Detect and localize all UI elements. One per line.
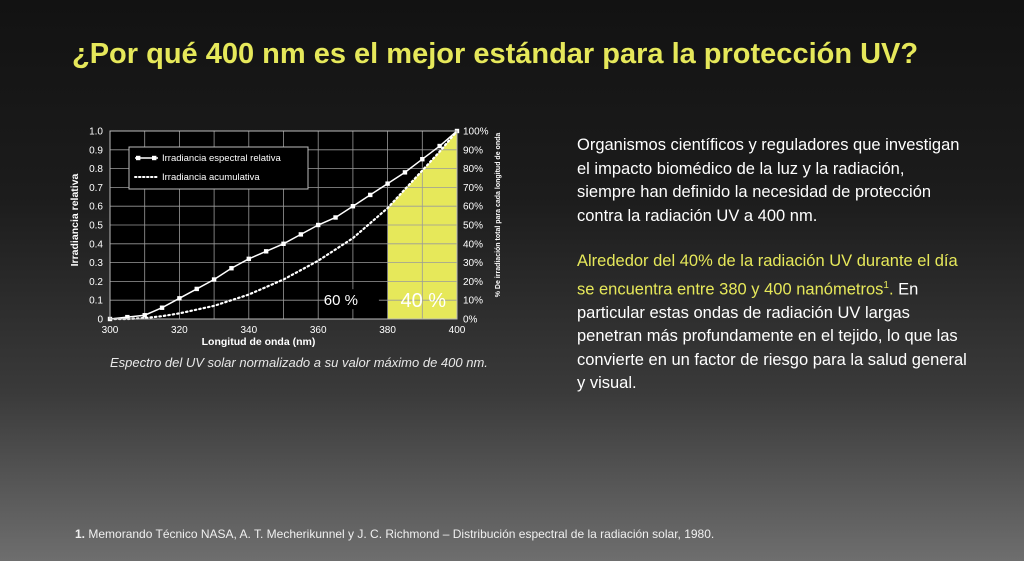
y-axis-title: Irradiancia relativa (69, 173, 81, 266)
y2-tick-label: 10% (463, 296, 483, 307)
paragraph-detail: Alrededor del 40% de la radiación UV dur… (577, 250, 967, 396)
x-tick-label: 380 (379, 325, 396, 336)
series-spectral-point (368, 192, 373, 198)
y2-tick-label: 40% (463, 239, 483, 250)
y2-axis-title: % De irradiación total para cada longitu… (495, 133, 502, 298)
series-spectral-point (142, 313, 147, 318)
y-tick-label: 0.8 (89, 164, 103, 175)
series-spectral-point (420, 157, 425, 162)
series-spectral-point (263, 249, 269, 254)
footnote: 1. Memorando Técnico NASA, A. T. Mecheri… (75, 527, 714, 541)
annotation-40: 40 % (401, 290, 447, 312)
series-spectral-point (177, 296, 182, 301)
legend-box (128, 146, 309, 190)
footnote-text: Memorando Técnico NASA, A. T. Mecherikun… (88, 527, 715, 541)
annotation-60: 60 % (324, 292, 358, 309)
series-spectral-point (437, 143, 442, 149)
series-spectral-point (281, 241, 286, 246)
series-spectral-point (194, 286, 199, 292)
footnote-number: 1. (75, 527, 86, 541)
legend-marker (136, 155, 141, 161)
series-spectral-point (125, 314, 130, 320)
series-spectral-point (316, 222, 321, 228)
series-spectral-point (246, 256, 251, 262)
y2-tick-label: 100% (463, 127, 489, 138)
chart-caption: Espectro del UV solar normalizado a su v… (110, 355, 488, 370)
y-tick-label: 0.3 (89, 258, 103, 269)
legend-label-cumulative: Irradiancia acumulativa (162, 172, 260, 183)
y-tick-label: 0.1 (89, 296, 103, 307)
x-tick-label: 300 (102, 325, 119, 336)
x-tick-label: 320 (171, 325, 188, 336)
x-axis-title: Longitud de onda (nm) (202, 336, 316, 348)
y-tick-label: 0 (97, 315, 103, 326)
footnote-ref: 1 (883, 279, 889, 291)
y2-tick-label: 50% (463, 221, 483, 232)
y2-tick-label: 20% (463, 277, 483, 288)
y-tick-label: 0.2 (89, 277, 103, 288)
y2-tick-label: 90% (463, 145, 483, 156)
series-spectral-point (333, 215, 338, 220)
y2-tick-label: 80% (463, 164, 483, 175)
y-tick-label: 0.6 (89, 202, 103, 213)
y2-tick-label: 60% (463, 202, 483, 213)
axes-frame (109, 130, 458, 320)
legend-marker (152, 155, 157, 161)
series-spectral-point (402, 170, 408, 175)
series-spectral-point (229, 266, 234, 271)
series-spectral-point (298, 232, 304, 237)
annotation-bg (326, 289, 379, 310)
series-spectral-point (385, 181, 390, 186)
legend-label-spectral: Irradiancia espectral relativa (162, 153, 282, 164)
y2-tick-label: 70% (463, 183, 483, 194)
y2-tick-label: 30% (463, 258, 483, 269)
y-tick-label: 0.7 (89, 183, 103, 194)
series-spectral-point (211, 277, 217, 282)
page-title: ¿Por qué 400 nm es el mejor estándar par… (72, 38, 919, 70)
y-tick-label: 0.9 (89, 145, 103, 156)
series-cumulative-line (108, 129, 459, 321)
series-spectral-point (159, 305, 165, 310)
x-tick-label: 340 (240, 325, 257, 336)
detail-text: En particular estas ondas de radiación U… (577, 280, 967, 392)
x-tick-label: 400 (449, 325, 466, 336)
y2-tick-label: 0% (463, 315, 478, 326)
paragraph-intro: Organismos científicos y reguladores que… (577, 136, 960, 225)
highlight-end: . (888, 280, 894, 298)
series-spectral-point (350, 204, 356, 209)
y-tick-label: 1.0 (89, 127, 103, 138)
highlight-text: Alrededor del 40% de la radiación UV dur… (577, 252, 958, 298)
x-tick-label: 360 (310, 325, 327, 336)
y-tick-label: 0.5 (89, 221, 103, 232)
y-tick-label: 0.4 (89, 239, 103, 250)
